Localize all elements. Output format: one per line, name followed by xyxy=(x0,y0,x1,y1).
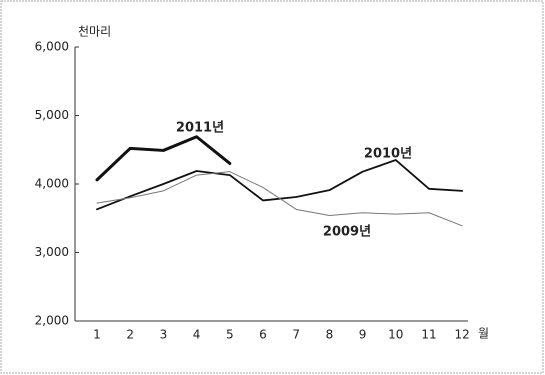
series-line xyxy=(96,171,463,227)
x-tick-label: 5 xyxy=(226,328,234,342)
y-tick-label: 6,000 xyxy=(35,40,69,54)
y-tick-label: 4,000 xyxy=(35,177,69,191)
series-label: 2010년 xyxy=(364,147,412,162)
x-tick-label: 10 xyxy=(388,328,403,342)
y-tick-label: 5,000 xyxy=(35,108,69,122)
x-tick-label: 7 xyxy=(292,328,300,342)
x-tick-label: 11 xyxy=(421,328,436,342)
x-tick-label: 12 xyxy=(455,328,470,342)
y-tick-label: 2,000 xyxy=(35,314,69,328)
x-tick-label: 8 xyxy=(326,328,334,342)
series-label: 2009년 xyxy=(323,225,371,240)
x-axis-label: 월 xyxy=(478,327,489,341)
series-label: 2011년 xyxy=(176,121,224,136)
x-tick-label: 2 xyxy=(126,328,134,342)
x-tick-label: 6 xyxy=(259,328,267,342)
series-line xyxy=(95,135,232,182)
y-tick-label: 3,000 xyxy=(35,245,69,259)
y-axis-label: 천마리 xyxy=(78,24,111,39)
series-line xyxy=(96,159,464,211)
x-tick-label: 4 xyxy=(193,328,201,342)
x-tick-label: 1 xyxy=(93,328,101,342)
x-tick-label: 9 xyxy=(359,328,367,342)
x-tick-label: 3 xyxy=(160,328,168,342)
